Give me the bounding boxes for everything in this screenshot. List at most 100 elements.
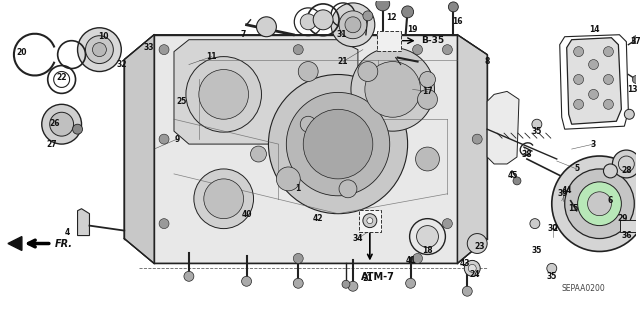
Circle shape	[612, 150, 640, 178]
Circle shape	[159, 134, 169, 144]
Text: FR.: FR.	[54, 239, 73, 249]
Circle shape	[588, 192, 611, 216]
Circle shape	[472, 134, 482, 144]
Polygon shape	[487, 92, 519, 164]
Circle shape	[530, 219, 540, 229]
Text: 3: 3	[591, 140, 596, 149]
Circle shape	[573, 47, 584, 56]
Circle shape	[286, 93, 390, 196]
Circle shape	[276, 167, 300, 191]
Text: 33: 33	[144, 43, 154, 52]
Text: 41: 41	[405, 256, 416, 265]
Text: 24: 24	[469, 270, 479, 279]
Circle shape	[42, 104, 81, 144]
Circle shape	[632, 36, 640, 44]
Circle shape	[348, 281, 358, 291]
Polygon shape	[8, 237, 22, 250]
Circle shape	[547, 263, 557, 273]
Text: 43: 43	[460, 259, 470, 268]
Circle shape	[298, 62, 318, 81]
Text: 35: 35	[532, 127, 542, 136]
Polygon shape	[174, 40, 358, 144]
Circle shape	[573, 99, 584, 109]
Circle shape	[358, 62, 378, 81]
Circle shape	[582, 186, 591, 196]
Text: 38: 38	[522, 150, 532, 159]
Circle shape	[313, 10, 333, 30]
Polygon shape	[77, 209, 90, 235]
Circle shape	[300, 116, 316, 132]
Text: 32: 32	[116, 60, 127, 69]
Circle shape	[342, 280, 350, 288]
Circle shape	[467, 234, 487, 254]
Circle shape	[293, 278, 303, 288]
Circle shape	[159, 45, 169, 55]
Text: 29: 29	[617, 214, 628, 223]
Circle shape	[345, 17, 361, 33]
Text: B-35: B-35	[422, 36, 445, 45]
Circle shape	[417, 89, 438, 109]
Circle shape	[589, 89, 598, 99]
Circle shape	[462, 286, 472, 296]
Text: 45: 45	[508, 171, 518, 181]
Circle shape	[417, 226, 438, 248]
Text: 42: 42	[313, 214, 323, 223]
Text: 34: 34	[353, 234, 363, 243]
Circle shape	[363, 11, 373, 21]
Text: 14: 14	[589, 25, 600, 34]
Text: 15: 15	[568, 204, 579, 213]
Circle shape	[442, 45, 452, 55]
Circle shape	[363, 214, 377, 227]
Circle shape	[86, 36, 113, 63]
Circle shape	[339, 180, 357, 198]
Circle shape	[604, 47, 613, 56]
Circle shape	[402, 6, 413, 18]
Text: 12: 12	[387, 13, 397, 22]
Text: 5: 5	[574, 165, 579, 174]
Circle shape	[339, 11, 367, 39]
Circle shape	[449, 2, 458, 12]
Text: 19: 19	[407, 25, 418, 34]
Circle shape	[250, 146, 266, 162]
Circle shape	[464, 260, 480, 276]
Text: 25: 25	[177, 97, 187, 106]
Text: 21: 21	[363, 274, 373, 283]
Circle shape	[589, 60, 598, 70]
Circle shape	[632, 76, 640, 84]
Polygon shape	[124, 35, 487, 263]
Text: 37: 37	[631, 37, 640, 46]
Text: 27: 27	[46, 140, 57, 149]
Text: 26: 26	[49, 119, 60, 128]
Circle shape	[573, 75, 584, 85]
Circle shape	[513, 177, 521, 185]
Circle shape	[293, 45, 303, 55]
FancyBboxPatch shape	[359, 210, 381, 232]
Text: 31: 31	[337, 30, 348, 39]
Circle shape	[303, 109, 373, 179]
Circle shape	[604, 164, 618, 178]
Circle shape	[625, 109, 634, 119]
Circle shape	[406, 278, 415, 288]
Circle shape	[367, 218, 373, 224]
Circle shape	[468, 264, 476, 272]
Text: 7: 7	[241, 30, 246, 39]
Circle shape	[552, 156, 640, 251]
Text: 6: 6	[608, 196, 613, 205]
Text: 23: 23	[474, 242, 484, 251]
Circle shape	[578, 182, 621, 226]
Circle shape	[420, 71, 435, 87]
Circle shape	[257, 17, 276, 37]
Text: 40: 40	[241, 210, 252, 219]
Text: 44: 44	[561, 186, 572, 195]
Circle shape	[532, 119, 542, 129]
Text: 11: 11	[207, 52, 217, 61]
Circle shape	[604, 75, 613, 85]
Circle shape	[184, 271, 194, 281]
Text: 35: 35	[547, 272, 557, 281]
Text: 21: 21	[338, 57, 348, 66]
Text: 17: 17	[422, 87, 433, 96]
Circle shape	[268, 75, 408, 214]
Circle shape	[442, 219, 452, 229]
Circle shape	[365, 62, 420, 117]
Text: 22: 22	[56, 73, 67, 82]
